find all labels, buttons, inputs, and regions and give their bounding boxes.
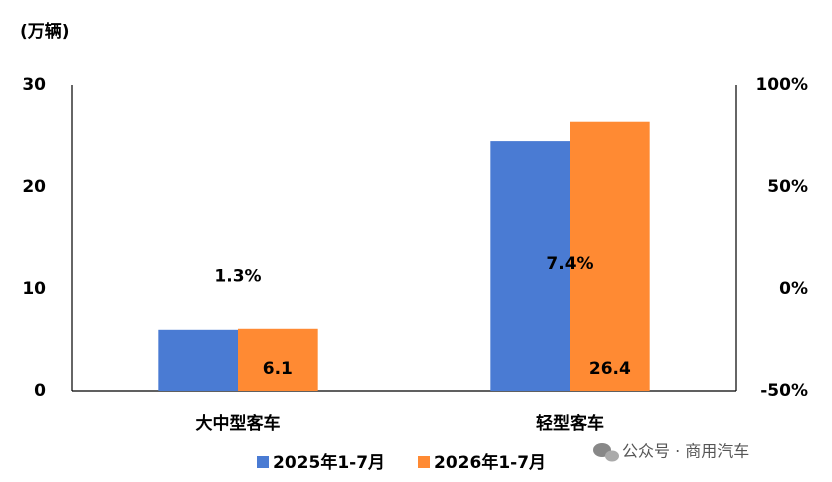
watermark: 公众号 · 商用汽车	[622, 442, 749, 461]
bar	[158, 329, 238, 391]
legend-swatch	[257, 456, 269, 468]
x-tick-label: 轻型客车	[536, 413, 604, 434]
y-tick-label: 0	[34, 381, 46, 401]
data-label: 1.3%	[214, 266, 261, 286]
y2-tick-label: -50%	[760, 381, 808, 401]
y-tick-label: 20	[22, 177, 46, 197]
legend-label: 2025年1-7月	[273, 452, 385, 473]
bar	[238, 328, 318, 391]
data-label: 26.4	[589, 359, 631, 379]
bar	[490, 141, 570, 391]
legend-swatch	[418, 456, 430, 468]
y2-tick-label: 100%	[755, 75, 808, 95]
legend-label: 2026年1-7月	[434, 452, 546, 473]
data-label: 7.4%	[546, 254, 593, 274]
y-tick-label: 10	[22, 279, 46, 299]
bar	[570, 121, 650, 391]
x-tick-label: 大中型客车	[196, 413, 281, 434]
y2-tick-label: 0%	[779, 279, 808, 299]
y2-tick-label: 50%	[767, 177, 808, 197]
y-tick-label: 30	[22, 75, 46, 95]
watermark-icon	[593, 443, 619, 462]
y-axis-label: (万辆)	[20, 21, 70, 42]
data-label: 6.1	[263, 359, 293, 379]
